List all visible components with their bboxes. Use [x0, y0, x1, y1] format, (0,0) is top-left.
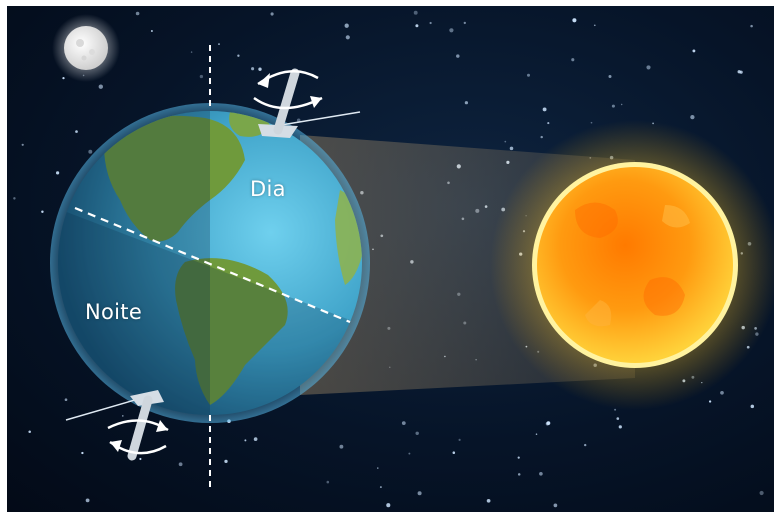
star — [429, 21, 432, 25]
star — [504, 140, 507, 143]
star — [526, 73, 531, 77]
star — [417, 491, 422, 496]
night-label: Noite — [85, 300, 143, 324]
star — [75, 130, 78, 133]
star — [190, 51, 193, 53]
star — [122, 415, 124, 417]
star — [547, 122, 550, 125]
star — [64, 398, 68, 402]
star — [517, 456, 520, 459]
star — [218, 43, 220, 45]
star — [590, 121, 593, 124]
star — [251, 67, 255, 71]
star — [98, 84, 103, 89]
tilted-axis-bottom — [65, 390, 169, 461]
star — [539, 471, 543, 476]
star — [413, 10, 418, 15]
star — [452, 451, 456, 454]
star — [750, 24, 753, 28]
star — [542, 107, 547, 112]
star — [646, 65, 651, 70]
terminator-line — [74, 206, 351, 324]
star — [509, 146, 514, 151]
star — [553, 503, 558, 508]
star — [458, 438, 461, 441]
day-night-diagram — [13, 10, 774, 508]
star — [584, 443, 587, 447]
star — [616, 417, 620, 420]
star — [535, 433, 538, 435]
star — [56, 171, 60, 175]
star — [85, 498, 90, 503]
star — [81, 451, 84, 455]
star — [720, 390, 724, 395]
star — [88, 149, 93, 154]
star — [13, 197, 16, 200]
star — [41, 210, 44, 213]
star — [608, 74, 612, 79]
star — [345, 35, 350, 40]
star — [690, 114, 695, 120]
star — [759, 490, 764, 496]
star — [62, 76, 65, 80]
star — [401, 421, 406, 425]
star — [386, 503, 391, 508]
star — [621, 103, 623, 106]
star — [253, 437, 258, 441]
star — [237, 54, 240, 57]
star — [199, 74, 204, 79]
star — [28, 430, 31, 433]
moon — [52, 14, 120, 82]
star — [611, 104, 615, 108]
star — [572, 18, 577, 23]
star — [178, 462, 183, 467]
star — [21, 143, 24, 146]
star — [456, 54, 460, 58]
diagram-canvas: Dia Noite — [7, 6, 774, 512]
earth — [50, 103, 370, 423]
star — [737, 70, 741, 74]
star — [415, 24, 419, 28]
sun — [490, 120, 774, 410]
star — [408, 452, 411, 455]
star — [571, 58, 575, 62]
star — [377, 467, 379, 469]
star — [464, 101, 469, 105]
star — [486, 498, 491, 503]
star — [593, 24, 596, 27]
star — [449, 28, 454, 33]
day-label: Dia — [250, 177, 286, 201]
star — [540, 135, 543, 139]
star — [224, 459, 228, 464]
star — [270, 12, 274, 16]
star — [135, 11, 140, 16]
star — [296, 118, 301, 122]
star — [692, 49, 696, 53]
star — [344, 23, 349, 28]
star — [244, 439, 247, 442]
star — [415, 431, 419, 436]
star — [139, 457, 142, 461]
star — [708, 400, 712, 403]
star — [463, 21, 466, 25]
star — [614, 408, 617, 411]
star — [618, 425, 622, 429]
tilted-axis-top — [253, 68, 361, 138]
star — [750, 404, 755, 409]
star — [379, 486, 382, 489]
star — [150, 30, 153, 32]
star — [326, 480, 330, 484]
star — [339, 444, 344, 449]
star — [546, 421, 551, 425]
star — [258, 67, 262, 71]
star — [517, 473, 521, 476]
